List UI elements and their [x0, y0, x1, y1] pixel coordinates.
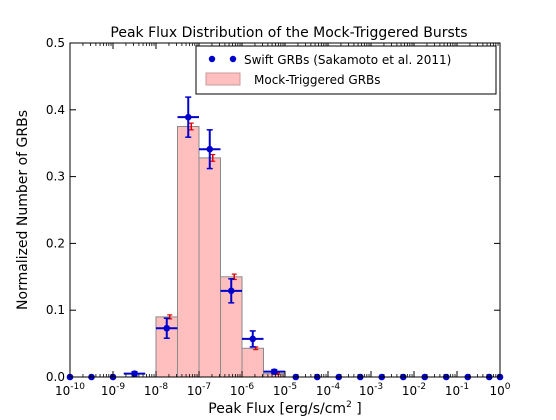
y-tick-label: 0.1 — [46, 303, 65, 317]
x-tick-label: 10-9 — [101, 382, 126, 398]
swift-data-point — [123, 370, 146, 377]
swift-data-point — [263, 368, 285, 375]
histogram-bars — [155, 126, 286, 378]
legend-marker-swift-dot-2 — [229, 55, 237, 63]
point-marker — [163, 324, 171, 332]
histogram-bar — [177, 126, 200, 378]
legend: Swift GRBs (Sakamoto et al. 2011) Mock-T… — [195, 45, 497, 95]
y-axis-label: Normalized Number of GRBs — [15, 110, 31, 310]
point-marker — [206, 145, 214, 153]
y-tick-label: 0.4 — [46, 103, 65, 117]
swift-data-point — [242, 330, 264, 348]
x-axis-ticks: 10-10 10-9 10-8 10-7 10-6 10-5 10-4 10-3 10-2 10-… — [55, 43, 511, 398]
swift-data-point — [156, 317, 178, 340]
y-axis-ticks: 0.0 0.1 0.2 0.3 0.4 0.5 — [46, 36, 500, 384]
x-axis-label-main: Peak Flux [erg/s/cm — [208, 401, 346, 417]
x-tick-label: 10-4 — [316, 382, 341, 398]
x-tick-label: 10-1 — [445, 382, 469, 398]
x-axis-label: Peak Flux [erg/s/cm2 ] — [208, 400, 361, 417]
swift-data-point — [220, 278, 242, 304]
y-tick-label: 0.0 — [46, 370, 65, 384]
x-axis-label-end: ] — [352, 401, 362, 417]
x-tick-label: 10-8 — [144, 382, 169, 398]
x-tick-label: 10-2 — [402, 382, 426, 398]
point-marker — [270, 368, 278, 375]
legend-box — [195, 45, 497, 95]
x-tick-label: 10-3 — [359, 382, 383, 398]
legend-marker-swift-dot-1 — [208, 55, 216, 63]
legend-label-swift: Swift GRBs (Sakamoto et al. 2011) — [244, 53, 451, 67]
legend-label-mock: Mock-Triggered GRBs — [254, 73, 381, 87]
legend-marker-mock-patch — [205, 72, 241, 86]
swift-data-point — [199, 129, 221, 170]
point-marker — [131, 370, 138, 377]
histogram-bar — [198, 157, 221, 378]
point-marker — [184, 113, 192, 121]
x-tick-label: 10-5 — [273, 382, 297, 398]
point-marker — [249, 335, 257, 343]
swift-data-point — [177, 96, 199, 138]
x-axis-label-sup: 2 — [346, 400, 352, 410]
histogram-bar — [241, 347, 264, 378]
x-tick-label: 10-6 — [230, 382, 255, 398]
point-marker — [227, 287, 235, 295]
x-tick-label: 100 — [489, 382, 510, 398]
chart-title: Peak Flux Distribution of the Mock-Trigg… — [110, 25, 467, 41]
y-tick-label: 0.5 — [46, 36, 65, 50]
x-tick-label: 10-10 — [55, 382, 85, 398]
x-tick-label: 10-7 — [187, 382, 211, 398]
histogram-error-bar — [188, 122, 194, 131]
y-tick-label: 0.3 — [46, 170, 65, 184]
y-tick-label: 0.2 — [46, 236, 65, 250]
histogram-error-bar — [210, 153, 216, 162]
swift-data-points — [66, 96, 504, 381]
